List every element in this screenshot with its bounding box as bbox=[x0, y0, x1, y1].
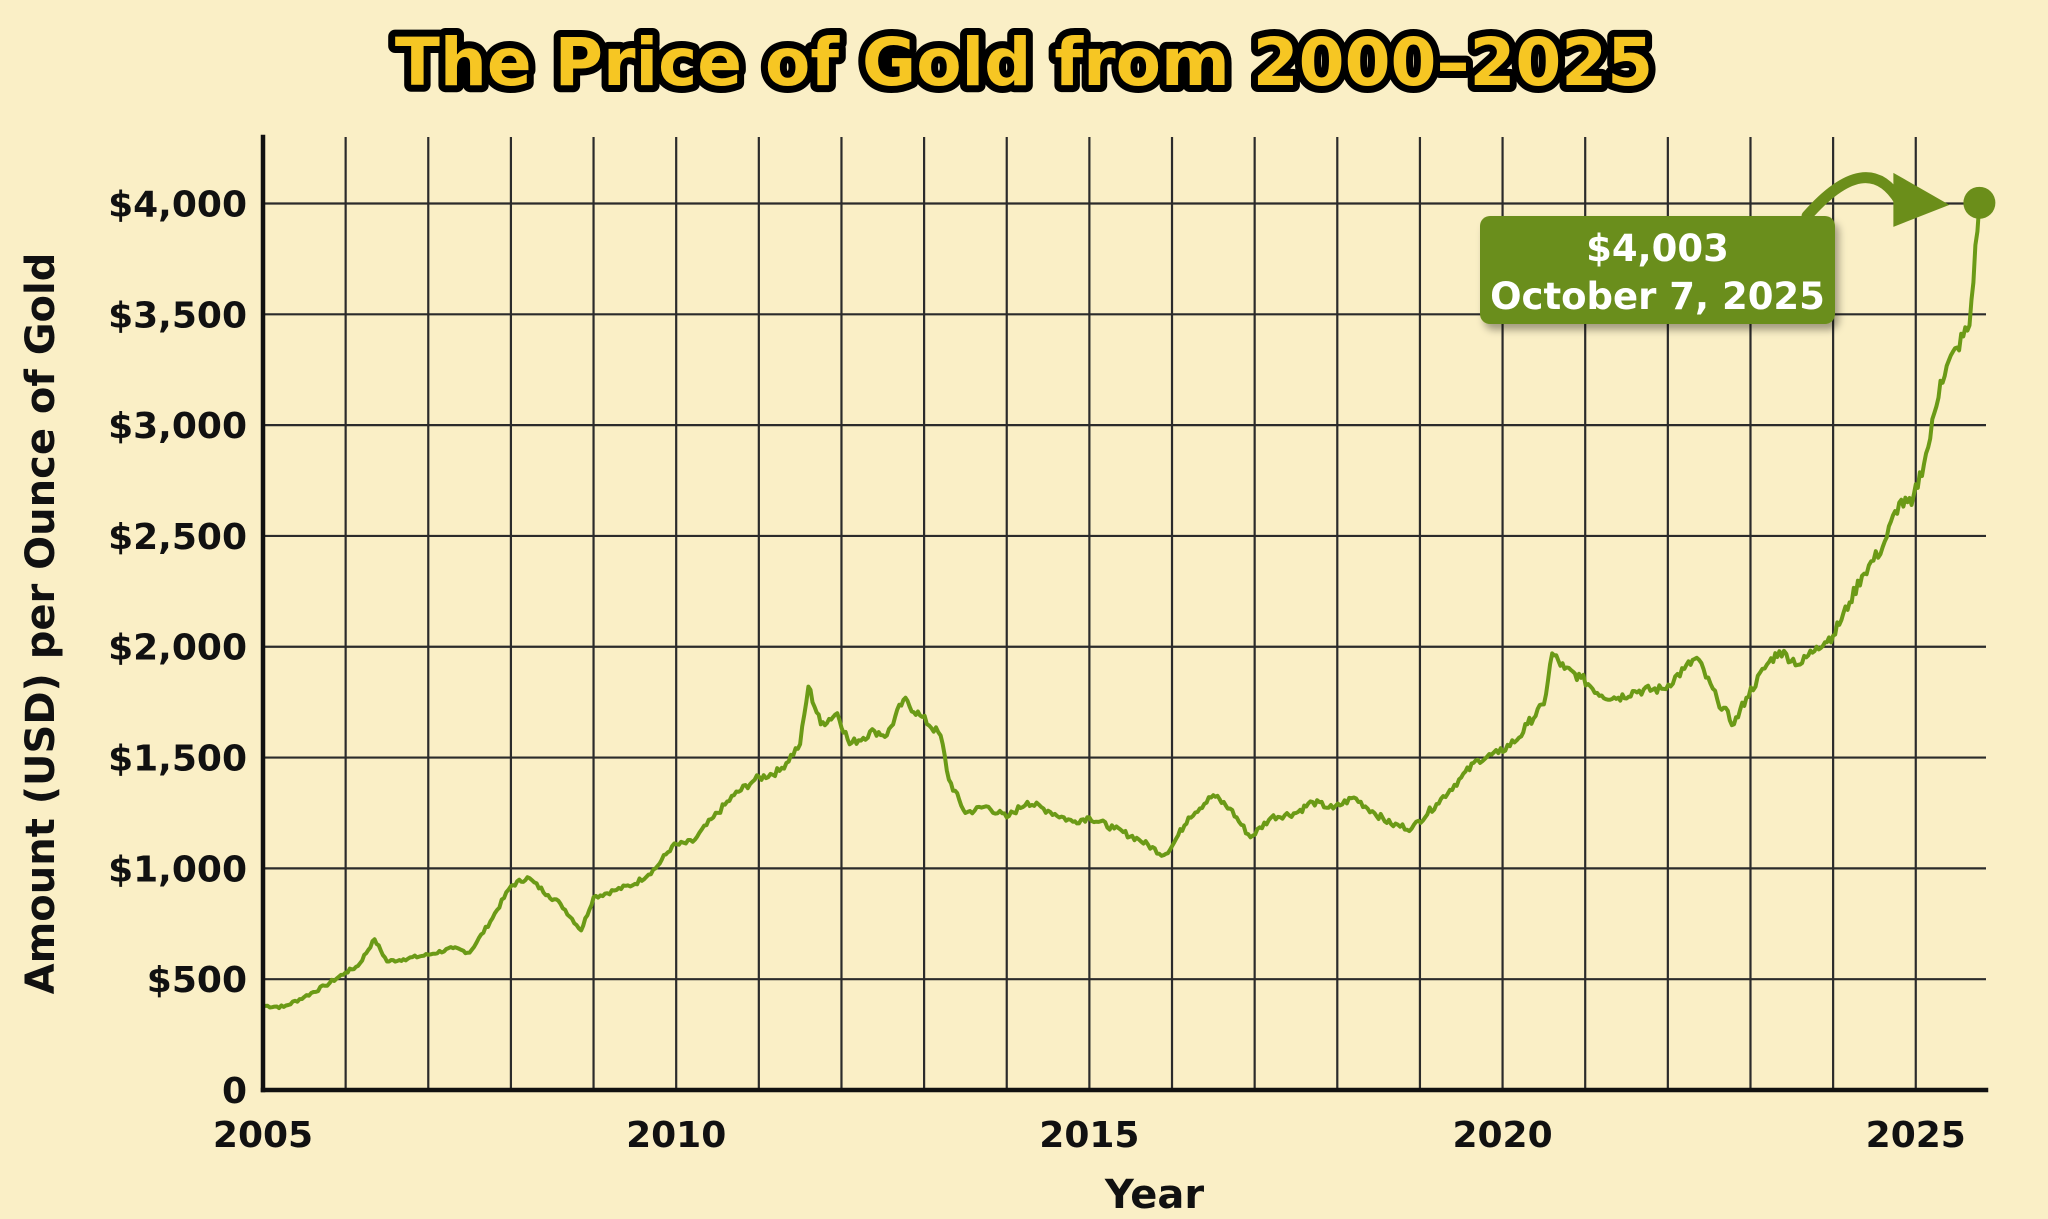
price-callout: $4,003 October 7, 2025 bbox=[1480, 172, 1996, 324]
y-tick-label: $2,000 bbox=[108, 628, 247, 669]
y-tick-label: $1,000 bbox=[108, 849, 247, 890]
y-tick-label: $2,500 bbox=[108, 517, 247, 558]
callout-date-label: October 7, 2025 bbox=[1490, 275, 1825, 318]
latest-price-marker bbox=[1963, 186, 1996, 219]
grid bbox=[263, 137, 1986, 1090]
y-tick-label: $3,000 bbox=[108, 406, 247, 447]
x-axis-ticks: 2005 2010 2015 2020 2025 bbox=[213, 1115, 1966, 1156]
x-axis-title: Year bbox=[1104, 1172, 1204, 1218]
callout-arrow bbox=[1801, 172, 1905, 222]
x-tick-label: 2025 bbox=[1866, 1115, 1966, 1156]
x-tick-label: 2020 bbox=[1452, 1115, 1552, 1156]
chart-title: The Price of Gold from 2000–2025 bbox=[395, 24, 1653, 101]
y-tick-label: $3,500 bbox=[108, 295, 247, 336]
y-axis-title: Amount (USD) per Ounce of Gold bbox=[18, 253, 64, 995]
x-tick-label: 2005 bbox=[213, 1115, 313, 1156]
gold-price-line bbox=[261, 200, 1982, 1011]
callout-box bbox=[1480, 216, 1835, 324]
callout-arrowhead bbox=[1893, 172, 1950, 227]
y-tick-label: $4,000 bbox=[108, 184, 247, 225]
x-tick-label: 2010 bbox=[626, 1115, 726, 1156]
x-tick-label: 2015 bbox=[1039, 1115, 1139, 1156]
y-tick-label: $1,500 bbox=[108, 739, 247, 780]
y-axis-ticks: 0 $500 $1,000 $1,500 $2,000 $2,500 $3,000 $3,50… bbox=[108, 184, 247, 1112]
callout-value-label: $4,003 bbox=[1586, 227, 1729, 270]
y-tick-label: $500 bbox=[147, 960, 247, 1001]
y-tick-label: 0 bbox=[222, 1071, 247, 1112]
